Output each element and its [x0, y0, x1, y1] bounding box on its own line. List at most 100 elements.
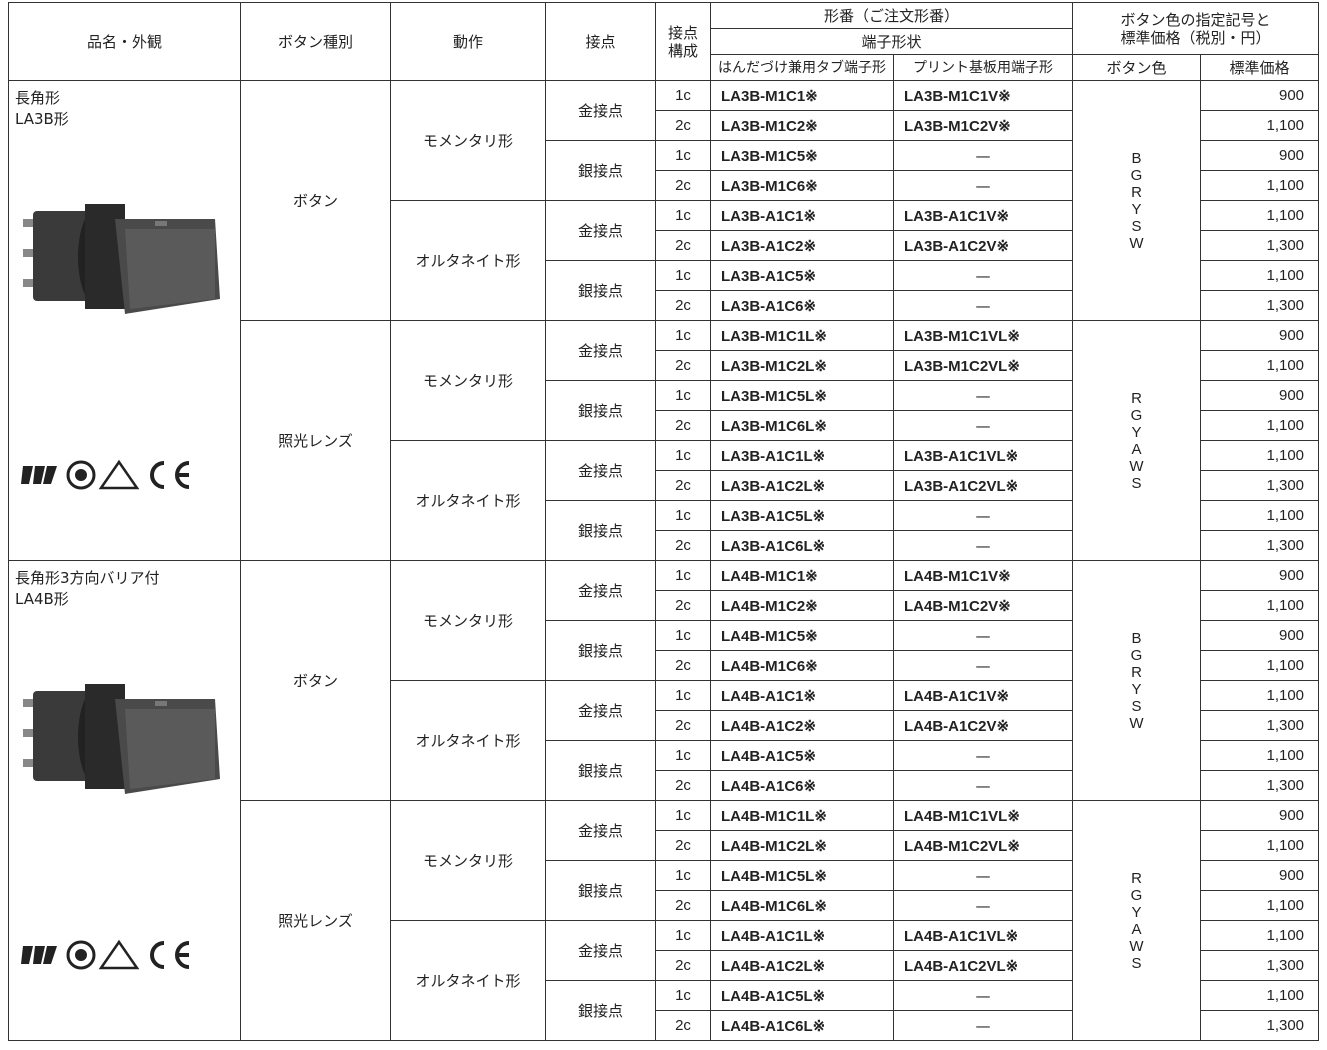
contact-config: 2c	[655, 290, 711, 321]
action: オルタネイト形	[390, 680, 546, 801]
table-row: 2c LA3B-M1C6L※ — 1,100	[9, 410, 1320, 441]
header-cell: 動作	[390, 2, 546, 81]
table-row: 銀接点 1c LA4B-M1C5※ — 900	[9, 620, 1320, 681]
price: 1,100	[1200, 500, 1320, 531]
tab-model: LA4B-A1C1※	[710, 680, 894, 711]
action: オルタネイト形	[390, 200, 546, 321]
cert-icons	[21, 459, 190, 490]
contact-config: 1c	[655, 380, 711, 411]
price: 1,100	[1200, 680, 1320, 711]
table-row: 照光レンズ モメンタリ形 金接点 1c LA3B-M1C1L※ LA3B-M1C1VL※ R…	[9, 320, 1320, 561]
product-name: LA4B形	[15, 590, 69, 608]
contact: 金接点	[545, 200, 656, 261]
header-cell: はんだづけ兼用タブ端子形	[710, 54, 894, 81]
pcb-model: LA3B-M1C2V※	[892, 110, 1074, 141]
price: 900	[1200, 620, 1320, 651]
price: 1,100	[1200, 170, 1320, 201]
price: 1,100	[1200, 350, 1320, 381]
contact: 銀接点	[545, 260, 656, 321]
table-row: 2c LA4B-M1C6※ — 1,100	[9, 650, 1320, 681]
cert-icons	[21, 939, 190, 970]
contact: 金接点	[545, 320, 656, 381]
header-cell: ボタン色の指定記号と 標準価格（税別・円）	[1072, 2, 1320, 55]
contact-config: 2c	[655, 170, 711, 201]
table-row: 銀接点 1c LA3B-A1C5※ — 1,100	[9, 260, 1320, 321]
table-row: 2c LA3B-M1C2※ LA3B-M1C2V※ 1,100	[9, 110, 1320, 141]
table-row: 2c LA3B-A1C6※ — 1,300	[9, 290, 1320, 321]
tab-model: LA3B-A1C1L※	[710, 440, 894, 471]
price: 900	[1200, 320, 1320, 351]
tab-model: LA4B-M1C6※	[710, 650, 894, 681]
price: 900	[1200, 860, 1320, 891]
color-code: A	[1131, 440, 1142, 458]
action: モメンタリ形	[390, 560, 546, 681]
contact: 銀接点	[545, 740, 656, 801]
table-row: 2c LA4B-A1C6L※ — 1,300	[9, 1010, 1320, 1041]
tab-model: LA4B-M1C1L※	[710, 800, 894, 831]
table-row: 照光レンズ モメンタリ形 金接点 1c LA4B-M1C1L※ LA4B-M1C1VL※ R…	[9, 800, 1320, 1041]
tab-model: LA3B-M1C2※	[710, 110, 894, 141]
color-code: G	[1130, 166, 1143, 184]
contact: 銀接点	[545, 500, 656, 561]
tab-model: LA4B-M1C5※	[710, 620, 894, 651]
pcb-model: —	[892, 530, 1074, 561]
header-cell: 接点	[545, 2, 656, 81]
tab-model: LA4B-M1C1※	[710, 560, 894, 591]
color-code: Y	[1131, 680, 1142, 698]
tab-model: LA4B-A1C2L※	[710, 950, 894, 981]
tab-model: LA4B-M1C2※	[710, 590, 894, 621]
contact-config: 1c	[655, 560, 711, 591]
contact: 金接点	[545, 680, 656, 741]
price: 1,100	[1200, 200, 1320, 231]
header-line: 構成	[667, 41, 698, 60]
price: 900	[1200, 800, 1320, 831]
price: 1,100	[1200, 260, 1320, 291]
pcb-model: LA4B-M1C2V※	[892, 590, 1074, 621]
price: 1,300	[1200, 530, 1320, 561]
table-row: オルタネイト形 金接点 1c LA3B-A1C1※ LA3B-A1C1V※ 1,100	[9, 200, 1320, 321]
color-code: A	[1131, 920, 1142, 938]
tab-model: LA3B-A1C5※	[710, 260, 894, 291]
color-code: R	[1131, 183, 1142, 201]
contact-config: 2c	[655, 890, 711, 921]
header-cell: 接点 構成	[655, 2, 711, 81]
color-code: G	[1130, 646, 1143, 664]
contact-config: 2c	[655, 830, 711, 861]
contact: 金接点	[545, 800, 656, 861]
contact: 金接点	[545, 440, 656, 501]
price: 1,300	[1200, 710, 1320, 741]
color-code: R	[1131, 663, 1142, 681]
contact: 銀接点	[545, 860, 656, 921]
tab-model: LA4B-A1C5※	[710, 740, 894, 771]
tab-model: LA4B-A1C5L※	[710, 980, 894, 1011]
header-line: 標準価格（税別・円）	[1120, 28, 1271, 47]
table-row: 銀接点 1c LA3B-M1C5L※ — 900	[9, 380, 1320, 441]
price: 1,100	[1200, 410, 1320, 441]
color-code: S	[1131, 217, 1142, 235]
contact-config: 1c	[655, 920, 711, 951]
table-row: 2c LA4B-M1C2L※ LA4B-M1C2VL※ 1,100	[9, 830, 1320, 861]
price: 900	[1200, 140, 1320, 171]
contact-config: 2c	[655, 590, 711, 621]
product-image	[23, 684, 220, 794]
pcb-model: LA4B-A1C1V※	[892, 680, 1074, 711]
tab-model: LA3B-A1C1※	[710, 200, 894, 231]
contact-config: 1c	[655, 800, 711, 831]
color-code: W	[1129, 714, 1144, 732]
header-cell: 形番（ご注文形番）	[709, 2, 1074, 29]
pcb-model: —	[892, 1010, 1074, 1041]
contact: 銀接点	[545, 380, 656, 441]
contact-config: 1c	[655, 860, 711, 891]
price: 900	[1200, 80, 1320, 111]
contact: 金接点	[545, 80, 656, 141]
spec-table-wrap: 品名・外観 ボタン種別 動作 接点 接点 構成 形番（ご注文形番） ボタン色の指定…	[8, 2, 1320, 1041]
product-image	[23, 204, 220, 314]
tab-model: LA3B-M1C5L※	[710, 380, 894, 411]
price: 1,300	[1200, 1010, 1320, 1041]
pcb-model: LA4B-A1C2V※	[892, 710, 1074, 741]
pcb-model: LA3B-M1C1VL※	[892, 320, 1074, 351]
product-cell: 長角形 LA3B形	[8, 80, 241, 561]
pcb-model: —	[892, 890, 1074, 921]
